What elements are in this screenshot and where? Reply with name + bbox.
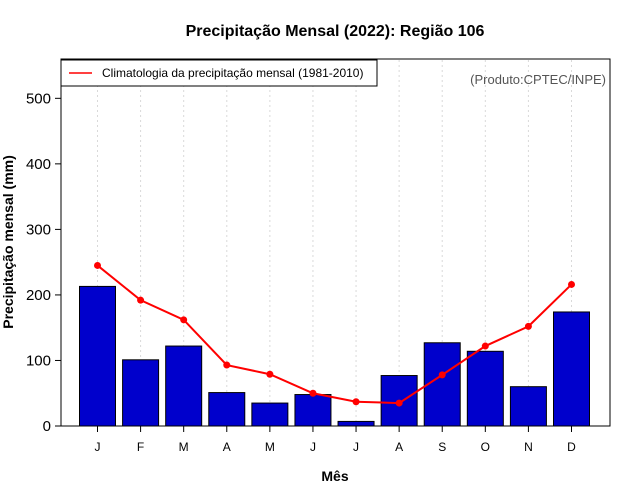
bars — [79, 285, 590, 427]
x-tick-label-9: O — [481, 440, 490, 454]
bar-n-10 — [509, 386, 547, 427]
x-tick-label-8: S — [438, 440, 446, 454]
y-tick-label-4: 400 — [26, 156, 51, 173]
climatology-point-10 — [524, 322, 532, 330]
climatology-point-5 — [309, 389, 317, 397]
x-axis-label: Mês — [321, 468, 348, 484]
plot-area — [60, 58, 611, 427]
x-tick-label-10: N — [524, 440, 533, 454]
legend-box — [60, 59, 378, 87]
climatology-point-11 — [568, 280, 575, 288]
chart-title: Precipitação Mensal (2022): Região 106 — [186, 23, 485, 40]
y-tick-label-2: 200 — [26, 287, 51, 304]
x-tick-label-5: J — [310, 440, 316, 454]
climatology-point-9 — [481, 342, 489, 350]
bar-o-9 — [466, 350, 504, 427]
x-tick-label-1: F — [137, 440, 144, 454]
bar-j-0 — [79, 285, 116, 427]
source-annotation: (Produto:CPTEC/INPE) — [470, 72, 606, 87]
y-axis-label: Precipitação mensal (mm) — [0, 155, 16, 329]
bar-m-2 — [165, 345, 203, 427]
x-tick-label-4: M — [265, 440, 275, 454]
legend: Climatologia da precipitação mensal (198… — [60, 59, 378, 87]
y-tick-label-3: 300 — [26, 221, 51, 238]
y-tick-label-1: 100 — [26, 352, 51, 369]
grid-lines — [97, 60, 572, 425]
climatology-point-7 — [395, 399, 403, 407]
bar-m-4 — [251, 402, 289, 427]
bar-d-11 — [553, 311, 590, 427]
climatology-line — [94, 261, 575, 407]
x-tick-label-0: J — [95, 440, 101, 454]
climatology-point-1 — [137, 296, 145, 304]
bar-j-6 — [337, 420, 375, 427]
x-tick-label-3: A — [223, 440, 231, 454]
climatology-point-8 — [438, 371, 446, 379]
bar-a-3 — [208, 392, 246, 427]
y-tick-label-0: 0 — [43, 418, 51, 435]
y-tick-label-5: 500 — [26, 90, 51, 107]
climatology-polyline — [96, 264, 573, 405]
x-tick-label-6: J — [353, 440, 359, 454]
x-tick-label-11: D — [567, 440, 576, 454]
climatology-point-4 — [266, 370, 274, 378]
y-axis: 0 100 200 300 400 500 — [26, 90, 61, 435]
bar-s-8 — [423, 342, 461, 427]
bar-f-1 — [122, 359, 160, 427]
x-tick-label-2: M — [179, 440, 189, 454]
plot-frame — [60, 58, 611, 427]
x-tick-label-7: A — [395, 440, 403, 454]
climatology-point-6 — [352, 398, 360, 406]
climatology-point-0 — [94, 261, 101, 269]
climatology-point-2 — [180, 316, 188, 324]
climatology-point-3 — [223, 361, 231, 369]
legend-entry-climatology: Climatologia da precipitação mensal (198… — [102, 66, 363, 80]
bar-j-5 — [294, 394, 332, 427]
